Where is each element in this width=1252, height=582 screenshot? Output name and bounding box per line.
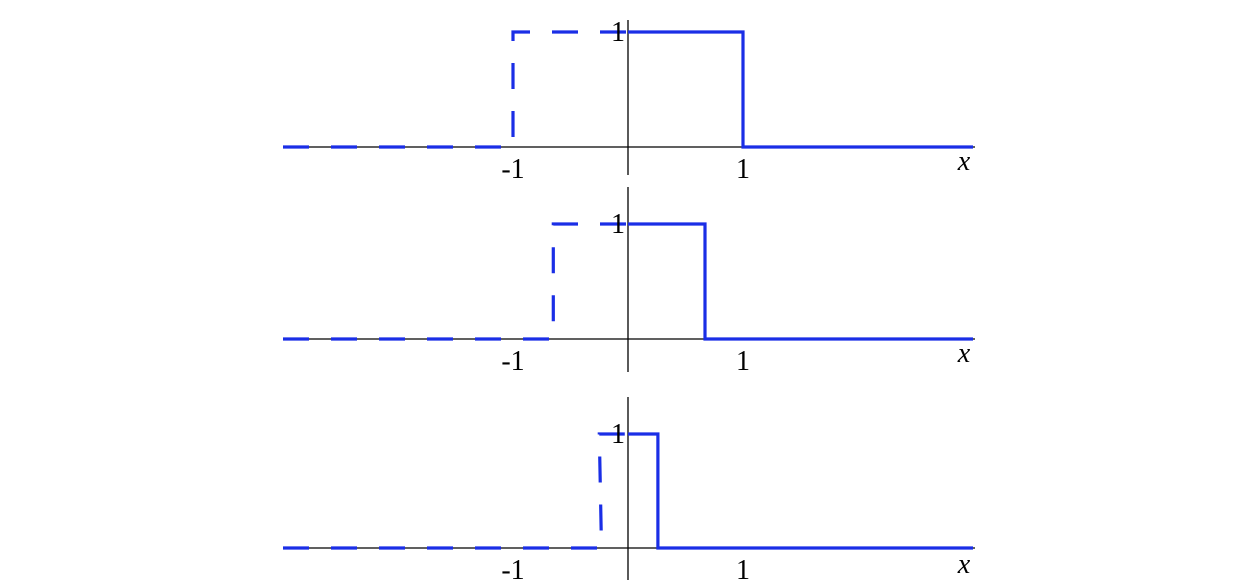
x-tick-label: 1 [736, 555, 750, 582]
dashed-step-line [283, 222, 628, 341]
x-axis-label: x [957, 338, 971, 369]
solid-step-line [628, 222, 973, 341]
y-tick-label: 1 [611, 419, 625, 450]
dashed-step-line [283, 432, 628, 550]
x-axis-label: x [957, 146, 971, 177]
plot-panel-3: -1 1 1 x [283, 397, 975, 582]
x-tick-label: -1 [501, 555, 524, 582]
solid-step-line [628, 30, 973, 149]
plot-panel-1: -1 1 1 x [283, 17, 975, 185]
plot-panel-2: -1 1 1 x [283, 187, 975, 377]
x-tick-label: 1 [736, 154, 750, 185]
x-tick-label: -1 [501, 346, 524, 377]
solid-step-line [628, 432, 973, 550]
dashed-step-line [283, 30, 628, 149]
y-tick-label: 1 [611, 17, 625, 48]
x-tick-label: -1 [501, 154, 524, 185]
y-tick-label: 1 [611, 209, 625, 240]
x-tick-label: 1 [736, 346, 750, 377]
x-axis-label: x [957, 549, 971, 580]
